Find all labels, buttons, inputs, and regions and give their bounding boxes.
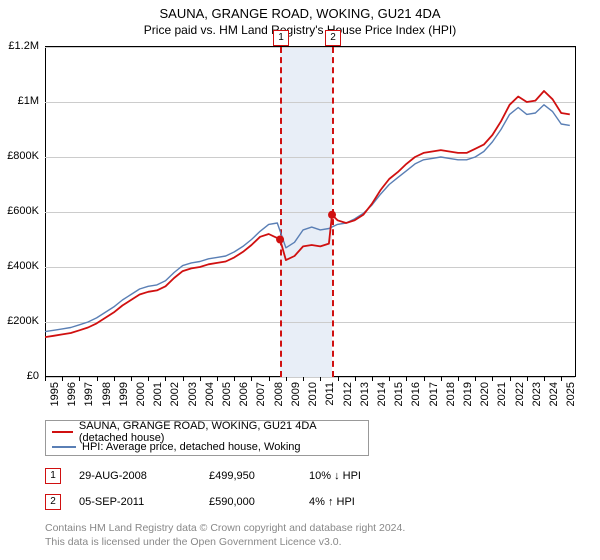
x-tick bbox=[544, 377, 545, 381]
x-tick-label: 2016 bbox=[410, 382, 422, 406]
x-tick bbox=[131, 377, 132, 381]
x-tick-label: 1997 bbox=[83, 382, 95, 406]
x-tick bbox=[338, 377, 339, 381]
legend-swatch-hpi bbox=[52, 446, 76, 448]
x-tick-label: 2006 bbox=[238, 382, 250, 406]
sale-date-2: 05-SEP-2011 bbox=[79, 496, 209, 508]
x-tick bbox=[527, 377, 528, 381]
x-tick-label: 2022 bbox=[514, 382, 526, 406]
x-tick bbox=[561, 377, 562, 381]
x-tick-label: 1999 bbox=[118, 382, 130, 406]
x-tick-label: 2005 bbox=[221, 382, 233, 406]
x-tick bbox=[183, 377, 184, 381]
x-tick bbox=[79, 377, 80, 381]
gridline bbox=[45, 377, 575, 378]
x-tick bbox=[475, 377, 476, 381]
sale-dot bbox=[328, 211, 336, 219]
x-tick bbox=[406, 377, 407, 381]
x-tick-label: 1996 bbox=[66, 382, 78, 406]
x-tick bbox=[165, 377, 166, 381]
x-tick-label: 2003 bbox=[187, 382, 199, 406]
legend-label-hpi: HPI: Average price, detached house, Woki… bbox=[82, 441, 301, 453]
x-tick-label: 2017 bbox=[428, 382, 440, 406]
footer-line-2: This data is licensed under the Open Gov… bbox=[45, 536, 342, 548]
sale-price-1: £499,950 bbox=[209, 470, 309, 482]
sale-delta-2: 4% ↑ HPI bbox=[309, 496, 355, 508]
plot-region bbox=[45, 46, 576, 377]
x-tick bbox=[320, 377, 321, 381]
x-tick bbox=[251, 377, 252, 381]
x-tick-label: 2020 bbox=[479, 382, 491, 406]
x-tick-label: 2023 bbox=[531, 382, 543, 406]
x-tick bbox=[97, 377, 98, 381]
sale-dot bbox=[276, 236, 284, 244]
x-tick-label: 2021 bbox=[496, 382, 508, 406]
x-tick-label: 2000 bbox=[135, 382, 147, 406]
event-marker: 2 bbox=[325, 30, 341, 46]
x-tick-label: 2004 bbox=[204, 382, 216, 406]
y-tick-label: £200K bbox=[7, 315, 39, 327]
sale-marker-2: 2 bbox=[45, 494, 61, 510]
series-property bbox=[45, 91, 570, 337]
sale-row-1: 1 29-AUG-2008 £499,950 10% ↓ HPI bbox=[45, 468, 361, 484]
legend-row-property: SAUNA, GRANGE ROAD, WOKING, GU21 4DA (de… bbox=[52, 424, 362, 439]
x-tick-label: 2012 bbox=[342, 382, 354, 406]
x-tick-label: 2007 bbox=[255, 382, 267, 406]
y-tick-label: £0 bbox=[27, 370, 39, 382]
x-tick bbox=[62, 377, 63, 381]
chart-container: SAUNA, GRANGE ROAD, WOKING, GU21 4DA Pri… bbox=[0, 0, 600, 560]
x-tick bbox=[200, 377, 201, 381]
x-tick-label: 2019 bbox=[462, 382, 474, 406]
x-tick bbox=[148, 377, 149, 381]
x-tick bbox=[510, 377, 511, 381]
sale-marker-1: 1 bbox=[45, 468, 61, 484]
x-tick-label: 2015 bbox=[393, 382, 405, 406]
chart-title: SAUNA, GRANGE ROAD, WOKING, GU21 4DA bbox=[0, 0, 600, 21]
y-tick-label: £800K bbox=[7, 150, 39, 162]
y-tick-label: £1M bbox=[18, 95, 39, 107]
chart-subtitle: Price paid vs. HM Land Registry's House … bbox=[0, 21, 600, 37]
y-tick-label: £600K bbox=[7, 205, 39, 217]
chart-area: £0£200K£400K£600K£800K£1M£1.2M1995199619… bbox=[45, 46, 575, 376]
x-tick-label: 2011 bbox=[324, 382, 336, 406]
x-tick-label: 2025 bbox=[565, 382, 577, 406]
sale-price-2: £590,000 bbox=[209, 496, 309, 508]
x-tick bbox=[45, 377, 46, 381]
legend-swatch-property bbox=[52, 431, 73, 433]
sale-row-2: 2 05-SEP-2011 £590,000 4% ↑ HPI bbox=[45, 494, 355, 510]
x-tick bbox=[389, 377, 390, 381]
series-hpi bbox=[45, 105, 570, 332]
y-tick-label: £400K bbox=[7, 260, 39, 272]
x-tick bbox=[372, 377, 373, 381]
x-tick-label: 2014 bbox=[376, 382, 388, 406]
x-tick-label: 2024 bbox=[548, 382, 560, 406]
sale-delta-1: 10% ↓ HPI bbox=[309, 470, 361, 482]
x-tick bbox=[234, 377, 235, 381]
event-marker: 1 bbox=[273, 30, 289, 46]
x-tick bbox=[114, 377, 115, 381]
x-tick bbox=[217, 377, 218, 381]
x-tick-label: 2009 bbox=[290, 382, 302, 406]
x-tick bbox=[458, 377, 459, 381]
x-tick bbox=[286, 377, 287, 381]
series-svg bbox=[45, 47, 575, 377]
x-tick bbox=[441, 377, 442, 381]
sale-date-1: 29-AUG-2008 bbox=[79, 470, 209, 482]
x-tick-label: 1995 bbox=[49, 382, 61, 406]
x-tick bbox=[303, 377, 304, 381]
x-tick-label: 2001 bbox=[152, 382, 164, 406]
x-tick bbox=[424, 377, 425, 381]
x-tick-label: 2018 bbox=[445, 382, 457, 406]
x-tick bbox=[269, 377, 270, 381]
x-tick-label: 2010 bbox=[307, 382, 319, 406]
x-tick bbox=[492, 377, 493, 381]
x-tick-label: 1998 bbox=[101, 382, 113, 406]
x-tick bbox=[355, 377, 356, 381]
x-tick-label: 2013 bbox=[359, 382, 371, 406]
x-tick-label: 2002 bbox=[169, 382, 181, 406]
legend: SAUNA, GRANGE ROAD, WOKING, GU21 4DA (de… bbox=[45, 420, 369, 456]
y-tick-label: £1.2M bbox=[8, 40, 39, 52]
footer-line-1: Contains HM Land Registry data © Crown c… bbox=[45, 522, 405, 534]
x-tick-label: 2008 bbox=[273, 382, 285, 406]
